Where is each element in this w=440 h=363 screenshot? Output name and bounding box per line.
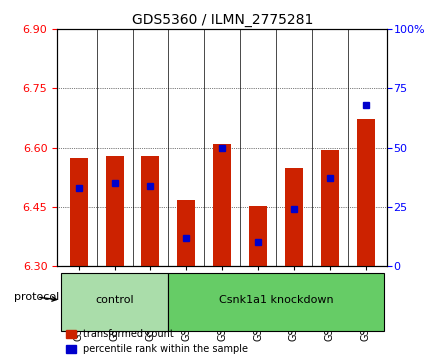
FancyBboxPatch shape [61,273,169,331]
Bar [249,206,267,266]
Bar [177,200,195,266]
Bar [106,155,124,266]
Bar [213,144,231,266]
Bar [70,158,88,266]
Text: Csnk1a1 knockdown: Csnk1a1 knockdown [219,295,334,305]
Title: GDS5360 / ILMN_2775281: GDS5360 / ILMN_2775281 [132,13,313,26]
Text: protocol: protocol [15,292,59,302]
Text: control: control [95,295,134,305]
Bar [321,150,339,266]
Bar [142,156,159,266]
Legend: transformed count, percentile rank within the sample: transformed count, percentile rank withi… [62,326,252,358]
Bar [357,119,374,266]
Bar [285,168,303,266]
FancyBboxPatch shape [169,273,384,331]
